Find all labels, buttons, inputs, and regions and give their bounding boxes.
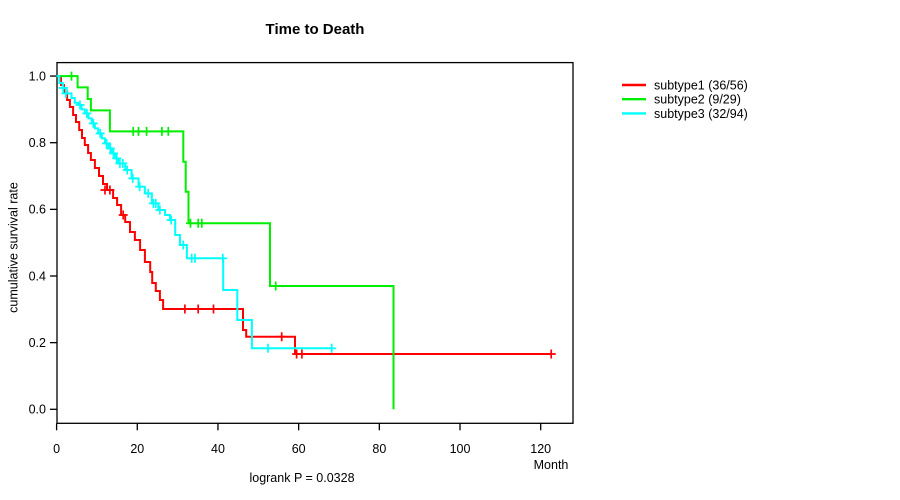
survival-curve-subtype3	[56, 75, 334, 350]
x-axis-title: Month	[533, 458, 569, 472]
censor-marks-subtype1	[100, 185, 556, 359]
x-tick-label: 60	[292, 442, 306, 456]
censor-marks-subtype3	[58, 83, 337, 353]
logrank-annotation: logrank P = 0.0328	[249, 471, 355, 485]
x-tick-label: 120	[530, 442, 551, 456]
legend-label-subtype2: subtype2 (9/29)	[654, 93, 741, 107]
x-tick-label: 100	[450, 442, 471, 456]
plot-frame	[56, 61, 574, 424]
plot-title: Time to Death	[265, 21, 365, 38]
legend-label-subtype1: subtype1 (36/56)	[654, 79, 748, 93]
censor-marks-subtype2	[67, 71, 281, 291]
y-tick-label: 0.6	[29, 203, 46, 217]
x-tick-label: 0	[53, 442, 60, 456]
y-tick-label: 0.8	[29, 136, 46, 150]
x-tick-label: 80	[372, 442, 386, 456]
survival-curve-subtype1	[56, 75, 552, 355]
legend: subtype1 (36/56)subtype2 (9/29)subtype3 …	[622, 79, 748, 121]
survival-curve-subtype2	[56, 75, 395, 410]
y-tick-label: 1.0	[29, 69, 46, 83]
x-tick-label: 40	[211, 442, 225, 456]
y-tick-label: 0.0	[29, 403, 46, 417]
x-tick-label: 20	[130, 442, 144, 456]
y-axis-title: cumulative survival rate	[6, 182, 21, 313]
y-tick-label: 0.2	[29, 336, 46, 350]
y-tick-label: 0.4	[29, 269, 46, 283]
legend-label-subtype3: subtype3 (32/94)	[654, 107, 748, 121]
